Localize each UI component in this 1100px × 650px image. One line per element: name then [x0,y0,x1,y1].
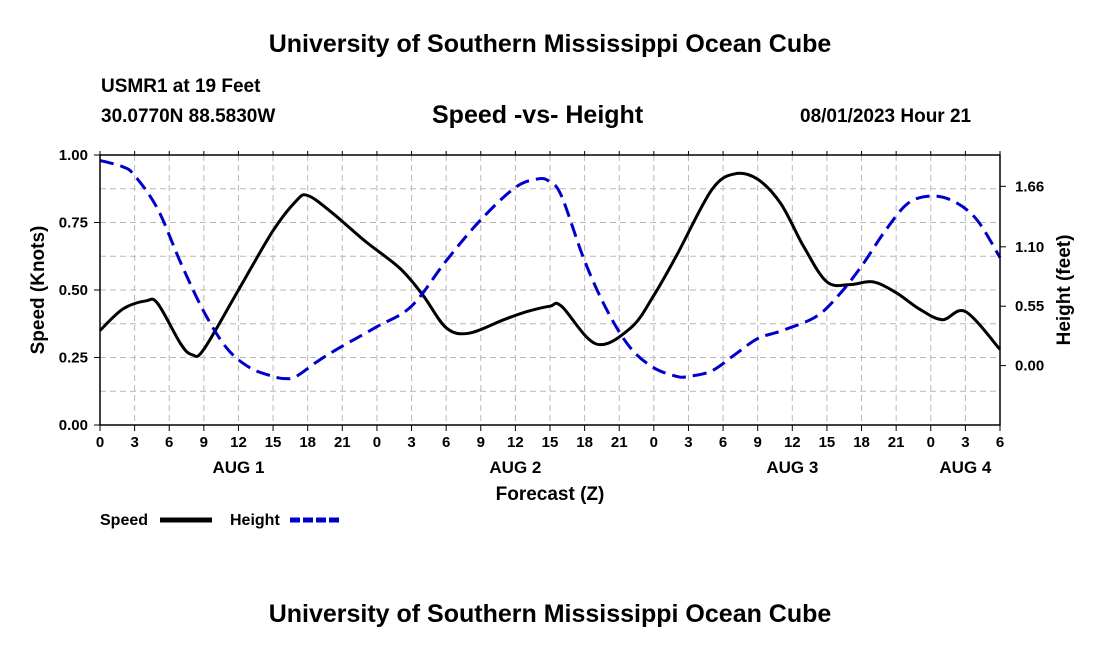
x-tick-label: 9 [477,434,485,451]
footer-title: University of Southern Mississippi Ocean… [268,600,832,628]
y-axis-right-label: Height (feet) [1054,235,1075,346]
x-tick-label: 3 [961,434,969,451]
x-tick-label: 12 [784,434,801,451]
chart-subtitle: Speed -vs- Height [432,101,644,129]
y-axis-left-label: Speed (Knots) [28,226,49,355]
coordinates-label: 30.0770N 88.5830W [101,106,276,127]
date-label: AUG 3 [766,458,818,477]
legend-label-speed: Speed [100,512,148,529]
x-tick-label: 18 [576,434,593,451]
series-line-height [99,158,1002,381]
main-title: University of Southern Mississippi Ocean… [268,30,832,58]
y-left-tick-label: 0.25 [59,350,88,367]
x-tick-label: 3 [130,434,138,451]
series-group [98,158,1002,381]
x-tick-label: 12 [507,434,524,451]
x-tick-label: 9 [754,434,762,451]
y-left-tick-label: 0.00 [59,417,88,434]
y-right-tick-label: 0.55 [1015,298,1044,315]
x-tick-label: 0 [96,434,104,451]
x-tick-label: 18 [299,434,316,451]
x-tick-label: 6 [442,434,450,451]
y-left-tick-label: 0.50 [59,282,88,299]
ticks: 0 3 6 9 12 15 18 21 0 3 6 9 12 15 18 21 0 3 6 9 12 15 18 21 0 3 6A… [59,147,1044,477]
y-right-tick-label: 0.00 [1015,358,1044,375]
legend: Speed Height [100,512,342,529]
x-tick-label: 0 [650,434,658,451]
x-tick-label: 15 [265,434,282,451]
date-label: AUG 2 [489,458,541,477]
x-tick-label: 15 [542,434,559,451]
legend-label-height: Height [230,512,280,529]
x-tick-label: 21 [611,434,628,451]
x-tick-label: 21 [888,434,905,451]
x-tick-label: 12 [230,434,247,451]
x-tick-label: 21 [334,434,351,451]
y-left-tick-label: 1.00 [59,147,88,164]
grid [100,155,1000,425]
x-tick-label: 3 [684,434,692,451]
x-tick-label: 6 [719,434,727,451]
x-axis-label: Forecast (Z) [496,484,605,505]
station-label: USMR1 at 19 Feet [101,76,261,97]
x-tick-label: 18 [853,434,870,451]
x-tick-label: 6 [996,434,1004,451]
x-tick-label: 15 [819,434,836,451]
x-tick-label: 0 [373,434,381,451]
y-right-tick-label: 1.66 [1015,178,1044,195]
x-tick-label: 0 [927,434,935,451]
x-tick-label: 9 [200,434,208,451]
x-tick-label: 3 [407,434,415,451]
date-label: AUG 1 [212,458,264,477]
y-left-tick-label: 0.75 [59,215,88,232]
date-label: AUG 4 [939,458,992,477]
y-right-tick-label: 1.10 [1015,239,1044,256]
x-tick-label: 6 [165,434,173,451]
series-line-speed [98,171,1002,358]
forecast-datetime: 08/01/2023 Hour 21 [800,106,972,127]
